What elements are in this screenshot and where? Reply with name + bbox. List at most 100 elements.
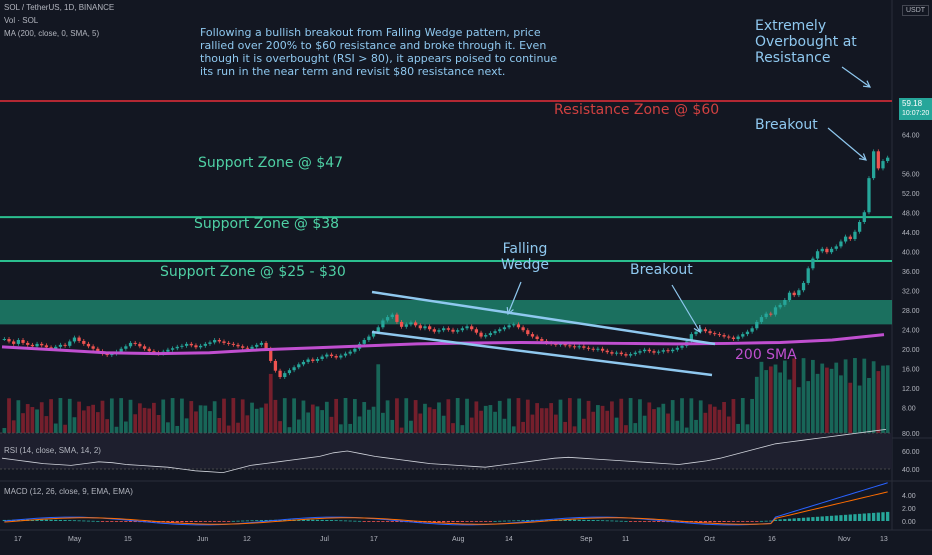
candle-body bbox=[872, 151, 876, 179]
candle-body bbox=[409, 322, 413, 325]
macd-histogram-bar bbox=[806, 517, 810, 521]
macd-histogram-bar bbox=[843, 514, 848, 521]
candle-body bbox=[829, 248, 834, 253]
macd-histogram-bar bbox=[385, 521, 390, 522]
candle-body bbox=[371, 332, 376, 337]
candle-body bbox=[619, 352, 623, 355]
macd-histogram-bar bbox=[857, 513, 862, 521]
macd-histogram-bar bbox=[413, 521, 418, 523]
volume-bar bbox=[203, 405, 208, 436]
time-tick-label: Oct bbox=[704, 536, 715, 543]
candle-body bbox=[484, 335, 488, 337]
rsi-tick-label: 80.00 bbox=[902, 431, 920, 438]
volume-bar bbox=[310, 404, 315, 436]
macd-histogram-bar bbox=[642, 521, 647, 522]
candle-body bbox=[12, 341, 16, 344]
symbol-legend[interactable]: SOL / TetherUS, 1D, BINANCE bbox=[4, 3, 115, 12]
breakout-label-bottom: Breakout bbox=[630, 262, 693, 278]
volume-bar bbox=[843, 359, 848, 436]
macd-histogram-bar bbox=[829, 515, 834, 521]
volume-bar bbox=[338, 424, 343, 436]
volume-bar bbox=[287, 427, 292, 436]
candle-body bbox=[502, 327, 507, 330]
volume-bar bbox=[35, 409, 39, 436]
wedge-upper-line bbox=[371, 290, 716, 346]
macd-histogram-bar bbox=[437, 521, 441, 523]
macd-histogram-bar bbox=[147, 521, 151, 523]
time-tick-label: Sep bbox=[580, 536, 593, 543]
candle-body bbox=[423, 326, 427, 329]
currency-button[interactable]: USDT bbox=[902, 5, 930, 16]
volume-bar bbox=[801, 358, 806, 436]
candle-body bbox=[741, 334, 745, 337]
macd-histogram-bar bbox=[853, 514, 857, 521]
volume-bar bbox=[469, 417, 474, 436]
volume-bar bbox=[123, 421, 128, 436]
candle-body bbox=[236, 344, 240, 347]
macd-histogram-bar bbox=[124, 521, 128, 522]
candle-body bbox=[563, 343, 567, 346]
candle-body bbox=[63, 344, 67, 346]
candle-body bbox=[124, 346, 128, 349]
volume-bar bbox=[544, 408, 549, 436]
candle-body bbox=[259, 342, 264, 345]
volume-bar bbox=[77, 401, 81, 436]
time-tick-label: Jun bbox=[197, 536, 208, 543]
volume-bar bbox=[553, 414, 558, 436]
volume-bar bbox=[582, 418, 586, 436]
volume-bar bbox=[736, 423, 740, 436]
volume-bar bbox=[600, 405, 605, 436]
volume-bar bbox=[511, 426, 516, 436]
candle-body bbox=[147, 348, 151, 352]
macd-histogram-bar bbox=[628, 521, 633, 522]
candle-body bbox=[413, 322, 418, 326]
candle-body bbox=[759, 317, 764, 322]
volume-bar bbox=[91, 404, 96, 436]
candle-body bbox=[591, 348, 595, 350]
candle-body bbox=[329, 354, 334, 357]
macd-histogram-bar bbox=[876, 512, 880, 521]
rsi-legend[interactable]: RSI (14, close, SMA, 14, 2) bbox=[4, 446, 101, 455]
volume-bar bbox=[142, 407, 147, 436]
macd-histogram-bar bbox=[128, 521, 133, 522]
time-tick-label: 13 bbox=[880, 536, 888, 543]
volume-bar bbox=[166, 422, 170, 436]
volume-bar bbox=[381, 412, 385, 436]
candle-body bbox=[773, 307, 778, 315]
volume-legend[interactable]: Vol · SOL bbox=[4, 16, 39, 25]
macd-histogram-bar bbox=[100, 521, 105, 522]
volume-bar bbox=[138, 403, 142, 436]
macd-histogram-bar bbox=[297, 519, 301, 521]
volume-bar bbox=[530, 414, 535, 436]
volume-bar bbox=[871, 361, 876, 436]
macd-histogram-bar bbox=[68, 520, 72, 521]
volume-bar bbox=[764, 370, 769, 436]
ma-legend[interactable]: MA (200, close, 0, SMA, 5) bbox=[4, 29, 100, 38]
candle-body bbox=[521, 327, 525, 331]
macd-histogram-bar bbox=[456, 521, 460, 523]
macd-legend[interactable]: MACD (12, 26, close, 9, EMA, EMA) bbox=[4, 487, 133, 496]
candle-body bbox=[843, 236, 848, 242]
volume-bar bbox=[329, 416, 334, 436]
candle-body bbox=[783, 300, 787, 305]
wedge-arrow bbox=[507, 281, 522, 315]
volume-bar bbox=[114, 426, 119, 436]
macd-histogram-bar bbox=[755, 521, 759, 522]
candle-body bbox=[727, 336, 731, 338]
macd-histogram-bar bbox=[446, 521, 450, 523]
price-tick-label: 20.00 bbox=[902, 347, 920, 354]
volume-bar bbox=[502, 418, 507, 436]
candle-body bbox=[666, 350, 670, 352]
macd-histogram-bar bbox=[208, 521, 212, 522]
volume-bar bbox=[591, 411, 596, 436]
sma-200-label: 200 SMA bbox=[735, 347, 797, 363]
volume-bar bbox=[226, 425, 231, 436]
macd-histogram-bar bbox=[867, 513, 871, 521]
volume-bar bbox=[563, 421, 568, 436]
volume-bar bbox=[446, 399, 451, 436]
candle-body bbox=[86, 343, 91, 347]
macd-histogram-bar bbox=[325, 519, 329, 521]
volume-bar bbox=[39, 402, 44, 436]
